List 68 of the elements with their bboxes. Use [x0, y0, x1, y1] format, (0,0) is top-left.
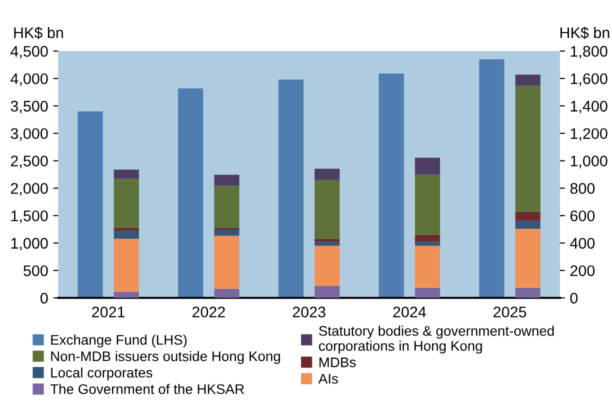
y-tick-label: 2,500	[10, 156, 48, 168]
y-tick-label: 500	[24, 265, 48, 276]
legend-label: MDBs	[320, 358, 356, 368]
y-tick-label: 0	[40, 292, 48, 304]
bar	[278, 80, 304, 298]
bar	[214, 288, 240, 298]
y-tick-label: 4,000	[10, 73, 48, 86]
bar	[414, 288, 440, 298]
bar	[414, 158, 440, 175]
bar	[314, 246, 340, 286]
bar	[114, 292, 139, 298]
bar	[378, 74, 404, 298]
y2-axis-title: HK$ bn	[560, 26, 610, 40]
y2-tick-label: 200	[570, 265, 595, 276]
y2-tick-label: 1,200	[570, 128, 608, 141]
bar	[114, 238, 139, 292]
bar	[214, 236, 240, 289]
bar	[479, 59, 504, 298]
y2-tick-label: 1,800	[570, 46, 608, 59]
x-tick-label: 2021	[92, 306, 125, 318]
bar	[515, 228, 540, 288]
y-tick-label: 1,000	[11, 238, 48, 251]
bar	[114, 228, 139, 231]
y2-tick-label: 600	[570, 210, 595, 222]
bar	[515, 220, 540, 229]
y2-tick-label: 1,600	[570, 73, 608, 86]
bar	[414, 246, 440, 288]
x-tick-label: 2022	[192, 306, 225, 318]
legend-label: Local corporates	[51, 367, 152, 380]
bar	[114, 230, 139, 239]
y-tick-label: 3,500	[10, 100, 48, 114]
y2-tick-label: 800	[570, 183, 595, 194]
legend-label: AIs	[318, 374, 338, 384]
legend-label: Statutory bodies & government-owned corporations in Hong Kong	[318, 326, 554, 354]
bar	[414, 234, 440, 242]
bar	[214, 174, 240, 186]
y-tick-label: 2,000	[10, 183, 48, 196]
legend-label: Exchange Fund (LHS)	[51, 334, 187, 348]
y2-tick-label: 1,400	[570, 100, 608, 114]
bar	[214, 186, 240, 228]
legend-label: The Government of the HKSAR	[50, 384, 244, 394]
y-tick-label: 1,500	[11, 210, 48, 224]
bar	[515, 86, 540, 212]
y-axis-title: HK$ bn	[14, 26, 63, 40]
bar	[178, 88, 204, 298]
bar	[515, 288, 540, 298]
y2-tick-label: 0	[570, 292, 578, 304]
x-tick-label: 2025	[494, 306, 526, 318]
bar	[515, 212, 540, 221]
bar	[314, 168, 340, 180]
bar	[414, 242, 440, 246]
bar	[314, 180, 340, 239]
bar	[314, 242, 340, 246]
bar	[114, 170, 139, 179]
y2-tick-label: 1,000	[570, 156, 608, 168]
bar	[515, 74, 540, 86]
y-tick-label: 4,500	[10, 46, 48, 59]
bar	[414, 174, 440, 235]
y-tick-label: 3,000	[10, 128, 48, 141]
bar	[314, 238, 340, 242]
bar	[114, 178, 139, 228]
y2-tick-label: 400	[570, 238, 595, 249]
x-tick-label: 2023	[292, 306, 326, 318]
x-tick-label: 2024	[393, 306, 426, 318]
legend-label: Non-MDB issuers outside Hong Kong	[51, 350, 280, 364]
bar	[78, 111, 103, 298]
bar	[214, 229, 240, 236]
bar	[314, 286, 340, 298]
